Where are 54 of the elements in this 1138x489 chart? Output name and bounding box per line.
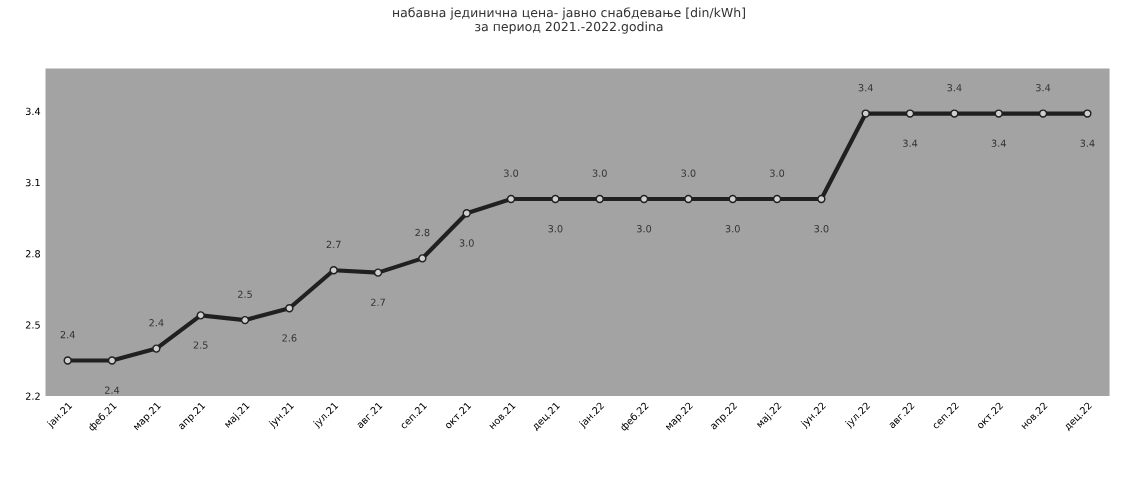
data-label: 3.0 bbox=[814, 225, 829, 233]
data-label: 2.7 bbox=[371, 298, 385, 306]
data-label: 3.4 bbox=[991, 139, 1006, 147]
data-label: 3.4 bbox=[903, 139, 918, 147]
point bbox=[639, 194, 649, 204]
point bbox=[817, 194, 826, 204]
point bbox=[684, 194, 693, 204]
point bbox=[63, 356, 72, 365]
point bbox=[728, 194, 737, 204]
y-tick-label: 2.8 bbox=[25, 250, 40, 258]
point bbox=[506, 194, 516, 204]
data-label: 2.7 bbox=[326, 240, 341, 248]
point bbox=[373, 268, 383, 277]
point bbox=[905, 109, 915, 118]
point bbox=[994, 109, 1003, 118]
point bbox=[462, 209, 471, 218]
data-label: 3.0 bbox=[459, 239, 474, 247]
point bbox=[240, 315, 250, 325]
y-tick-label: 3.1 bbox=[25, 178, 40, 187]
data-label: 2.5 bbox=[238, 290, 252, 298]
data-label: 3.0 bbox=[681, 169, 696, 177]
data-label: 3.0 bbox=[548, 225, 563, 233]
data-label: 2.4 bbox=[60, 330, 75, 339]
point bbox=[196, 311, 205, 320]
data-label: 3.0 bbox=[592, 169, 607, 177]
data-label: 3.0 bbox=[504, 169, 519, 177]
point bbox=[551, 194, 560, 204]
data-label: 2.4 bbox=[149, 319, 164, 327]
point bbox=[107, 356, 117, 365]
data-label: 2.4 bbox=[105, 386, 120, 394]
data-label: 3.4 bbox=[1036, 84, 1051, 92]
point bbox=[595, 194, 604, 204]
data-label: 3.0 bbox=[637, 225, 652, 233]
y-tick-label: 2.2 bbox=[25, 392, 40, 400]
point bbox=[329, 266, 338, 275]
point bbox=[152, 344, 161, 353]
data-label: 3.4 bbox=[1080, 139, 1095, 147]
point bbox=[772, 194, 782, 204]
point bbox=[950, 109, 959, 118]
data-label: 2.5 bbox=[193, 341, 208, 349]
data-label: 3.4 bbox=[858, 84, 873, 92]
data-label: 3.0 bbox=[725, 225, 740, 233]
y-tick-label: 2.5 bbox=[25, 321, 40, 329]
data-label: 2.8 bbox=[415, 228, 430, 237]
data-label: 3.4 bbox=[947, 84, 962, 92]
point bbox=[1038, 109, 1048, 118]
point bbox=[418, 254, 427, 263]
y-tick-label: 3.4 bbox=[25, 107, 41, 116]
data-label: 3.0 bbox=[770, 169, 785, 177]
point bbox=[861, 109, 870, 118]
point bbox=[1083, 109, 1092, 118]
chart-title: набавна јединична цена- јавно снабдевање [din/kWh] за период 2021.-2022.godina bbox=[393, 7, 745, 34]
data-label: 2.6 bbox=[282, 334, 297, 342]
point bbox=[285, 304, 294, 313]
